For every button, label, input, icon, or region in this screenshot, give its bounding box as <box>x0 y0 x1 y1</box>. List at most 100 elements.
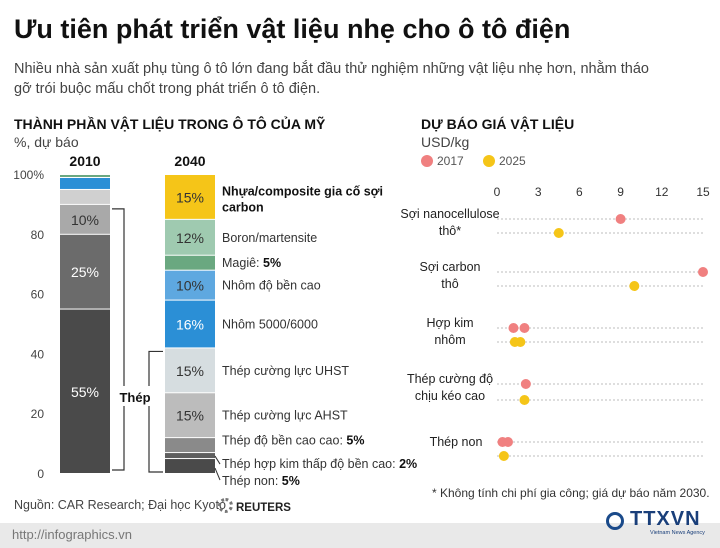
y-tick-label: 60 <box>31 288 45 302</box>
reuters-label: REUTERS <box>236 502 291 514</box>
steel-bracket-2010 <box>112 208 125 471</box>
bar-segment <box>165 175 215 219</box>
bar-segment-label: 55% <box>71 384 99 400</box>
reuters-logo-icon <box>218 498 233 513</box>
segment-name-label: Thép hợp kim thấp độ bền cao: 2% <box>222 457 417 471</box>
point-2025 <box>515 337 526 347</box>
row-label: thô <box>441 277 458 291</box>
x-tick-label: 3 <box>535 185 542 199</box>
segment-name-label: Thép cường lực UHST <box>222 364 349 378</box>
steel-bracket-2040 <box>148 350 163 473</box>
source-note: Nguồn: CAR Research; Đại học Kyoto <box>14 498 226 512</box>
bar-segment-label: 15% <box>176 189 204 205</box>
ttxvn-logo: TTXVN Vietnam News Agency <box>606 508 712 538</box>
row-label: Sợi carbon <box>419 260 480 274</box>
segment-name-label: Thép cường lực AHST <box>222 409 348 423</box>
y-tick-label: 40 <box>31 347 45 361</box>
x-tick-label: 6 <box>576 185 583 199</box>
price-footnote: * Không tính chi phí gia công; giá dự bá… <box>432 486 710 500</box>
x-tick-label: 12 <box>655 185 669 199</box>
bar-segment-label: 10% <box>71 212 99 228</box>
row-label: Sợi nanocellulose <box>400 207 499 221</box>
logo-text: TTXVN <box>630 508 701 530</box>
bar-segment-label: 15% <box>176 408 204 424</box>
ttxvn-emblem-icon <box>606 512 624 530</box>
bar-segment <box>165 255 215 270</box>
segment-name-label: carbon <box>222 200 264 214</box>
point-2025 <box>519 395 530 405</box>
segment-name-label: Nhôm độ bền cao <box>222 279 321 293</box>
bar-segment <box>165 270 215 300</box>
x-tick-label: 0 <box>494 185 501 199</box>
row-label: Thép cường độ <box>407 372 493 386</box>
y-tick-label: 0 <box>37 467 44 481</box>
bar-segment-label: 15% <box>176 363 204 379</box>
left-chart-unit: %, dự báo <box>14 134 79 150</box>
segment-value-label: 5% <box>346 434 364 448</box>
row-label: Hợp kim <box>426 316 473 330</box>
legend-2017-label: 2017 <box>437 154 464 168</box>
bar-segment <box>165 300 215 348</box>
page-subtitle: Nhiều nhà sản xuất phụ tùng ô tô lớn đan… <box>14 61 649 97</box>
x-tick-label: 9 <box>617 185 624 199</box>
segment-name-label: Boron/martensite <box>222 231 317 245</box>
point-2017 <box>502 437 513 447</box>
point-2025 <box>553 228 564 238</box>
bar-segment <box>60 189 110 204</box>
point-2017 <box>520 379 531 389</box>
segment-value-label: 5% <box>263 256 281 270</box>
legend-2025-label: 2025 <box>499 154 526 168</box>
segment-connector <box>214 467 221 481</box>
point-2017 <box>519 323 530 333</box>
row-label: Thép non <box>430 435 483 449</box>
point-2025 <box>498 451 509 461</box>
bar-segment <box>60 175 110 177</box>
bar-segment-label: 12% <box>176 230 204 246</box>
logo-subtext: Vietnam News Agency <box>650 530 705 536</box>
bar-category-label: 2040 <box>174 153 205 169</box>
segment-name-label: Thép non: 5% <box>222 474 300 488</box>
legend-2017-marker <box>421 155 433 167</box>
point-2017 <box>508 323 519 333</box>
right-chart-title: DỰ BÁO GIÁ VẬT LIỆU <box>421 116 575 132</box>
y-tick-label: 100% <box>13 168 44 182</box>
y-tick-label: 80 <box>31 228 45 242</box>
right-chart-unit: USD/kg <box>421 134 470 150</box>
bar-segment-label: 25% <box>71 264 99 280</box>
steel-label-bg <box>118 386 152 406</box>
bar-segment <box>165 219 215 255</box>
steel-bracket-label: Thép <box>119 390 150 405</box>
segment-value-label: 2% <box>399 457 417 471</box>
page-title: Ưu tiên phát triển vật liệu nhẹ cho ô tô… <box>14 14 571 44</box>
bar-segment <box>165 459 215 473</box>
bar-segment <box>60 204 110 234</box>
row-label: nhôm <box>434 333 465 347</box>
footer-bar <box>0 523 720 548</box>
footer-link[interactable]: http://infographics.vn <box>12 527 132 542</box>
segment-name-label: Magiê: 5% <box>222 256 281 270</box>
point-2017 <box>615 214 626 224</box>
bar-segment-label: 16% <box>176 317 204 333</box>
legend-2025-marker <box>483 155 495 167</box>
row-label: thô* <box>439 224 461 238</box>
point-2025 <box>629 281 640 291</box>
reuters-credit: REUTERS <box>218 498 291 514</box>
bar-category-label: 2010 <box>69 153 100 169</box>
left-chart-title: THÀNH PHẦN VẬT LIỆU TRONG Ô TÔ CỦA MỸ <box>14 116 326 132</box>
row-label: chịu kéo cao <box>415 389 485 403</box>
bar-segment <box>60 177 110 189</box>
bar-segment <box>60 309 110 473</box>
bar-segment-label: 10% <box>176 278 204 294</box>
material-price-chart: 2017 2025 0 3 6 9 12 15 Sợi nanocellulose thô* Sợi… <box>400 154 710 461</box>
bar-segment <box>165 453 215 459</box>
x-tick-label: 15 <box>696 185 710 199</box>
segment-name-label: Nhôm 5000/6000 <box>222 318 318 332</box>
bar-segment <box>165 348 215 393</box>
y-tick-label: 20 <box>31 407 45 421</box>
segment-connector <box>214 455 221 465</box>
bar-segment <box>165 393 215 438</box>
point-2017 <box>698 267 708 277</box>
segment-value-label: 5% <box>282 474 300 488</box>
bar-segment <box>165 438 215 453</box>
